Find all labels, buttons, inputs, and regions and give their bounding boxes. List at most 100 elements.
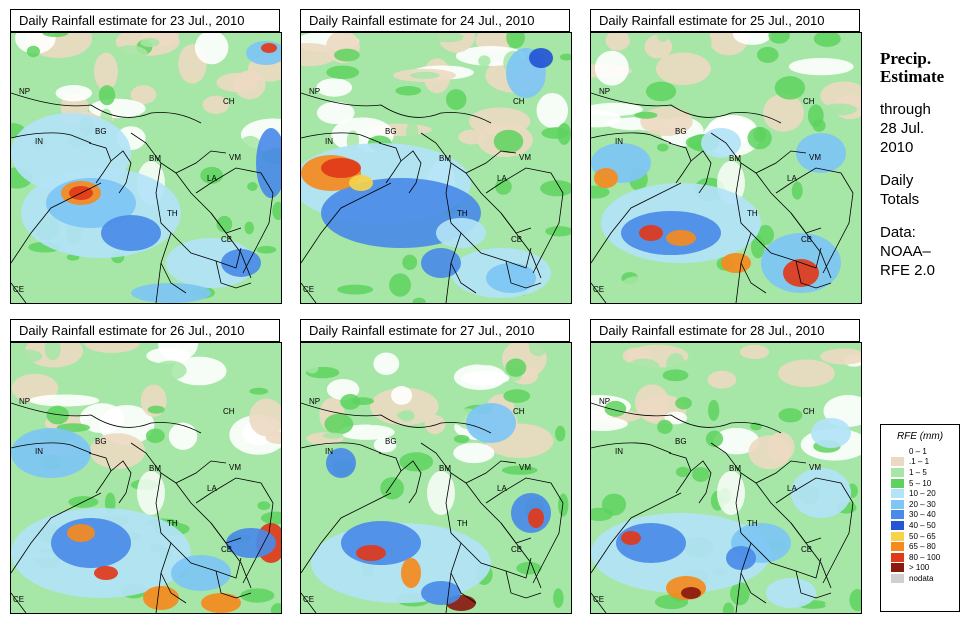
legend-swatch	[891, 552, 904, 562]
country-label-la: LA	[787, 174, 797, 183]
country-label-vm: VM	[809, 153, 821, 162]
country-label-cb: CB	[801, 235, 812, 244]
country-label-la: LA	[497, 174, 507, 183]
rainfall-map: NP CH IN BG BM VM LA TH CB CE	[10, 342, 282, 614]
country-label-cb: CB	[511, 545, 522, 554]
country-label-la: LA	[207, 174, 217, 183]
rainfall-map: NP CH IN BG BM VM LA TH CB CE	[300, 342, 572, 614]
country-label-np: NP	[309, 87, 320, 96]
panel-title: Daily Rainfall estimate for 28 Jul., 201…	[590, 319, 860, 342]
legend-item: 65 – 80	[881, 541, 959, 552]
panel-jul-28: Daily Rainfall estimate for 28 Jul., 201…	[590, 319, 862, 614]
legend-item: 1 – 5	[881, 467, 959, 478]
country-label-bm: BM	[149, 464, 161, 473]
legend-label: 65 – 80	[909, 542, 936, 552]
country-label-ce: CE	[13, 595, 24, 604]
country-label-ch: CH	[803, 407, 815, 416]
country-label-bm: BM	[439, 154, 451, 163]
legend-label: > 100	[909, 563, 930, 573]
legend-label: 50 – 65	[909, 531, 936, 541]
caption-data: Data:	[880, 224, 916, 241]
legend-swatch	[891, 499, 904, 509]
country-label-ch: CH	[513, 407, 525, 416]
country-label-ce: CE	[593, 595, 604, 604]
country-label-bg: BG	[385, 437, 397, 446]
legend-label: .1 – 1	[909, 457, 930, 467]
panel-jul-25: Daily Rainfall estimate for 25 Jul., 201…	[590, 9, 862, 304]
legend-swatch	[891, 457, 904, 467]
panel-jul-27: Daily Rainfall estimate for 27 Jul., 201…	[300, 319, 572, 614]
panel-title: Daily Rainfall estimate for 26 Jul., 201…	[10, 319, 280, 342]
legend-item: nodata	[881, 573, 959, 584]
country-label-th: TH	[457, 519, 468, 528]
country-label-in: IN	[615, 137, 623, 146]
legend-swatch	[891, 563, 904, 573]
caption-product: RFE 2.0	[880, 262, 936, 279]
legend-item: 50 – 65	[881, 531, 959, 542]
legend-swatch	[891, 531, 904, 541]
country-label-bm: BM	[149, 154, 161, 163]
rainfall-map: NP CH IN BG BM VM LA TH CB CE	[590, 32, 862, 304]
caption-daily: Daily	[880, 172, 914, 189]
caption-source: NOAA–	[880, 243, 931, 260]
legend-swatch	[891, 510, 904, 520]
country-label-ce: CE	[593, 285, 604, 294]
rainfall-map: NP CH IN BG BM VM LA TH CB CE	[590, 342, 862, 614]
panel-title: Daily Rainfall estimate for 24 Jul., 201…	[300, 9, 570, 32]
country-label-np: NP	[19, 397, 30, 406]
legend-label: 40 – 50	[909, 520, 936, 530]
caption-title-line2: Estimate	[880, 67, 945, 86]
panel-jul-24: Daily Rainfall estimate for 24 Jul., 201…	[300, 9, 572, 304]
country-label-cb: CB	[221, 545, 232, 554]
country-label-th: TH	[747, 519, 758, 528]
legend-item: 10 – 20	[881, 488, 959, 499]
side-caption: Precip. Estimate through 28 Jul. 2010 Da…	[880, 50, 965, 280]
country-label-cb: CB	[221, 235, 232, 244]
country-label-la: LA	[207, 484, 217, 493]
legend-swatch	[891, 478, 904, 488]
country-label-bm: BM	[729, 154, 741, 163]
country-label-bg: BG	[95, 437, 107, 446]
panel-title: Daily Rainfall estimate for 25 Jul., 201…	[590, 9, 860, 32]
caption-through: through	[880, 101, 931, 118]
country-label-la: LA	[787, 484, 797, 493]
legend-label: 80 – 100	[909, 552, 941, 562]
caption-year: 2010	[880, 139, 914, 156]
panel-jul-23: Daily Rainfall estimate for 23 Jul., 201…	[10, 9, 282, 304]
country-label-th: TH	[167, 209, 178, 218]
country-label-bm: BM	[729, 464, 741, 473]
rainfall-map: NP CH IN BG BM VM LA TH CB CE	[300, 32, 572, 304]
panel-jul-26: Daily Rainfall estimate for 26 Jul., 201…	[10, 319, 282, 614]
legend-label: 0 – 1	[909, 446, 927, 456]
country-label-bg: BG	[675, 127, 687, 136]
country-label-vm: VM	[519, 153, 531, 162]
country-label-np: NP	[19, 87, 30, 96]
country-label-ce: CE	[303, 285, 314, 294]
country-label-in: IN	[325, 447, 333, 456]
legend-item: 40 – 50	[881, 520, 959, 531]
country-label-bg: BG	[385, 127, 397, 136]
legend-item: > 100	[881, 563, 959, 574]
country-label-cb: CB	[511, 235, 522, 244]
country-label-th: TH	[167, 519, 178, 528]
legend-item: 5 – 10	[881, 478, 959, 489]
legend-swatch	[891, 446, 904, 456]
legend-swatch	[891, 489, 904, 499]
caption-totals: Totals	[880, 191, 920, 208]
country-label-ch: CH	[223, 97, 235, 106]
legend-swatch	[891, 542, 904, 552]
panel-title: Daily Rainfall estimate for 27 Jul., 201…	[300, 319, 570, 342]
legend-swatch	[891, 573, 904, 583]
legend-label: 30 – 40	[909, 510, 936, 520]
legend-item: 20 – 30	[881, 499, 959, 510]
country-label-ch: CH	[223, 407, 235, 416]
country-label-vm: VM	[519, 463, 531, 472]
legend-label: 5 – 10	[909, 478, 932, 488]
country-label-np: NP	[309, 397, 320, 406]
legend-item: 80 – 100	[881, 552, 959, 563]
country-label-bm: BM	[439, 464, 451, 473]
legend-item: 30 – 40	[881, 510, 959, 521]
country-label-th: TH	[457, 209, 468, 218]
legend-label: 1 – 5	[909, 467, 927, 477]
